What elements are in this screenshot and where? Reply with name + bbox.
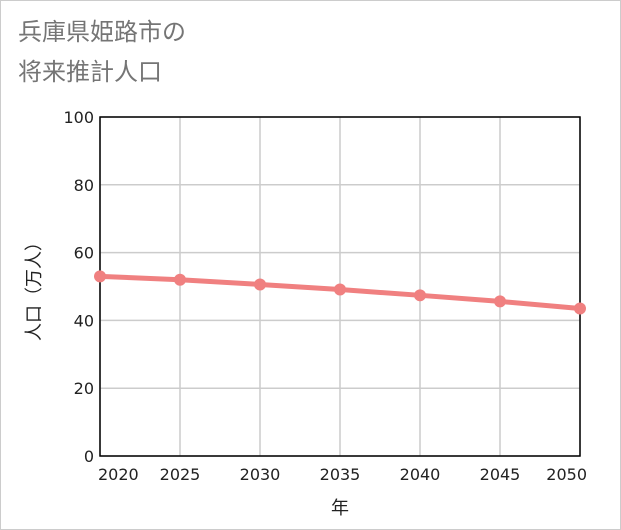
x-tick-label: 2035 [320,465,361,484]
y-tick-label: 60 [74,244,94,263]
y-axis-ticks: 0 20 40 60 80 100 [63,108,94,466]
chart-title: 兵庫県姫路市の 将来推計人口 [18,12,186,92]
x-tick-label: 2030 [240,465,281,484]
y-axis-label: 人口（万人） [24,233,45,341]
data-point[interactable] [494,295,506,308]
series-group [94,270,586,315]
y-tick-label: 100 [63,108,94,127]
chart-title-line-2: 将来推計人口 [18,58,162,86]
x-tick-label: 2020 [98,465,139,484]
x-tick-label: 2045 [480,465,521,484]
x-axis-ticks: 2020 2025 2030 2035 2040 2045 2050 [98,465,587,484]
plot-area-border [99,116,581,457]
x-tick-label: 2040 [400,465,441,484]
x-tick-label: 2025 [160,465,201,484]
y-tick-label: 20 [74,379,94,398]
data-point[interactable] [574,302,586,315]
y-tick-label: 40 [74,311,94,330]
data-point[interactable] [254,278,266,291]
x-axis-label: 年 [331,498,349,519]
data-point[interactable] [414,289,426,302]
chart-title-line-1: 兵庫県姫路市の [18,18,186,46]
x-tick-label: 2050 [546,465,587,484]
data-point[interactable] [174,273,186,286]
y-tick-label: 80 [74,176,94,195]
data-point[interactable] [334,283,346,296]
y-tick-label: 0 [84,447,94,466]
data-point[interactable] [94,270,106,283]
